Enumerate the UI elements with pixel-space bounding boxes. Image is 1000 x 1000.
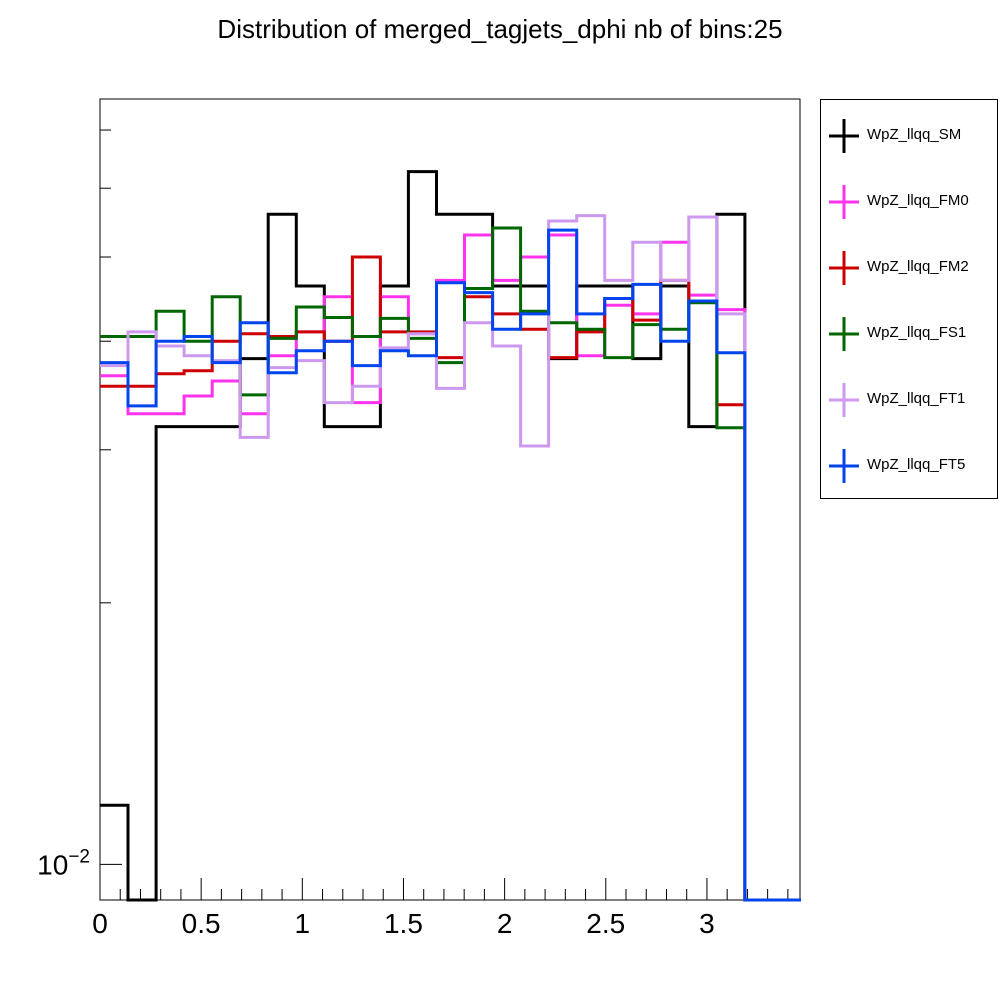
x-tick-label: 1 bbox=[295, 908, 311, 939]
legend-entry: WpZ_llqq_SM bbox=[821, 116, 997, 156]
legend-entry: WpZ_llqq_FT5 bbox=[821, 446, 997, 486]
legend-entry: WpZ_llqq_FM0 bbox=[821, 182, 997, 222]
legend-marker-icon bbox=[829, 251, 859, 285]
legend-entry: WpZ_llqq_FT1 bbox=[821, 380, 997, 420]
legend: WpZ_llqq_SM WpZ_llqq_FM0 WpZ_llqq_FM2 WpZ_l… bbox=[820, 99, 998, 499]
x-tick-label: 1.5 bbox=[384, 908, 423, 939]
x-axis-ticks bbox=[99, 878, 789, 900]
series-line-wpz_llqq_fs1 bbox=[100, 226, 801, 902]
series-line-wpz_llqq_ft5 bbox=[100, 228, 801, 902]
y-tick-label: 10−2 bbox=[37, 846, 90, 880]
legend-label: WpZ_llqq_FM0 bbox=[867, 192, 969, 209]
series-line-wpz_llqq_fm2 bbox=[100, 255, 801, 902]
legend-marker-icon bbox=[829, 317, 859, 351]
plot-frame bbox=[99, 98, 801, 901]
y-axis-ticks bbox=[100, 129, 122, 865]
y-axis-tick-labels: 10−2 bbox=[37, 846, 90, 880]
legend-label: WpZ_llqq_SM bbox=[867, 126, 962, 143]
legend-marker-icon bbox=[829, 119, 859, 153]
series-line-wpz_llqq_fm0 bbox=[100, 233, 801, 902]
x-tick-label: 0.5 bbox=[182, 908, 221, 939]
legend-label: WpZ_llqq_FM2 bbox=[867, 258, 969, 275]
legend-label: WpZ_llqq_FT1 bbox=[867, 390, 966, 407]
legend-marker-icon bbox=[829, 383, 859, 417]
x-tick-label: 0 bbox=[92, 908, 108, 939]
chart-title: Distribution of merged_tagjets_dphi nb o… bbox=[217, 14, 783, 44]
legend-label: WpZ_llqq_FS1 bbox=[867, 324, 967, 341]
legend-label: WpZ_llqq_FT5 bbox=[867, 456, 966, 473]
legend-marker-icon bbox=[829, 185, 859, 219]
x-axis-tick-labels: 0 0.5 1 1.5 2 2.5 3 bbox=[92, 908, 715, 939]
x-tick-label: 2.5 bbox=[586, 908, 625, 939]
legend-marker-icon bbox=[829, 449, 859, 483]
legend-entry: WpZ_llqq_FS1 bbox=[821, 314, 997, 354]
series-line-wpz_llqq_ft1 bbox=[100, 214, 801, 902]
x-tick-label: 3 bbox=[699, 908, 715, 939]
series-lines bbox=[100, 170, 801, 902]
x-tick-label: 2 bbox=[497, 908, 513, 939]
legend-entry: WpZ_llqq_FM2 bbox=[821, 248, 997, 288]
